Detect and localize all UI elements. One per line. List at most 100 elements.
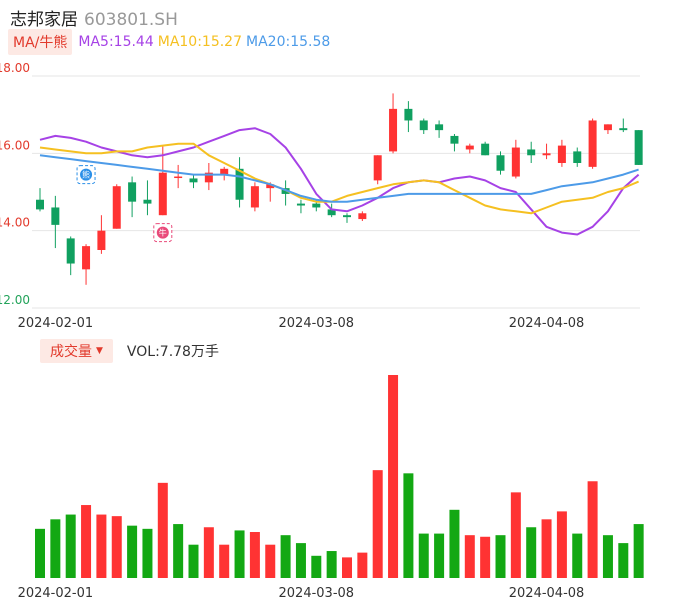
- volume-bar: [372, 470, 383, 578]
- candlestick: [97, 215, 106, 254]
- candle-body: [174, 176, 183, 179]
- volume-x-axis-date-label: 2024-03-08: [279, 586, 355, 601]
- ma-legend-bar: MA/牛熊 MA5:15.44 MA10:15.27 MA20:15.58: [8, 29, 334, 55]
- candlestick: [66, 236, 75, 276]
- candlestick: [465, 143, 474, 154]
- volume-bar: [219, 544, 230, 578]
- ma5-legend: MA5:15.44: [78, 34, 154, 50]
- candlestick: [250, 182, 259, 212]
- candlestick: [82, 244, 91, 285]
- candlestick: [174, 164, 183, 189]
- candle-body: [343, 215, 351, 218]
- caret-down-icon: ▼: [96, 346, 103, 356]
- candle-body: [220, 168, 229, 175]
- candle-body: [557, 145, 566, 163]
- candlestick: [389, 93, 398, 154]
- volume-bar: [280, 535, 291, 578]
- candle-body: [296, 203, 305, 206]
- ma-indicator-toggle[interactable]: MA/牛熊: [8, 29, 73, 55]
- bull-marker-icon[interactable]: 牛: [153, 223, 173, 243]
- candlestick: [204, 163, 213, 191]
- candlestick: [343, 213, 351, 223]
- volume-indicator-dropdown[interactable]: 成交量 ▼: [40, 339, 113, 363]
- volume-bar: [203, 527, 214, 578]
- candle-body: [404, 108, 413, 121]
- volume-bar: [142, 528, 153, 578]
- candle-body: [527, 149, 536, 156]
- bull-marker-icon-badge: [156, 226, 169, 239]
- volume-bar: [510, 492, 521, 578]
- candle-body: [66, 238, 75, 264]
- candle-body: [634, 130, 643, 165]
- volume-bar: [418, 533, 429, 578]
- candlestick: [435, 120, 444, 138]
- ma10-line: [39, 142, 639, 215]
- candle-body: [97, 230, 106, 250]
- y-tick-label: 12.00: [0, 293, 30, 307]
- candlestick: [588, 118, 597, 169]
- y-tick-label: 18.00: [0, 61, 30, 75]
- candle-body: [435, 124, 444, 131]
- candle-body: [496, 155, 505, 171]
- x-axis-date-label: 2024-03-08: [279, 316, 355, 331]
- ma5-line: [39, 127, 640, 236]
- volume-bar: [434, 533, 445, 578]
- candle-body: [465, 145, 474, 150]
- candlestick: [573, 147, 582, 167]
- volume-bar: [173, 524, 184, 578]
- volume-bar: [357, 552, 368, 578]
- candle-body: [450, 135, 459, 144]
- volume-bar: [572, 533, 583, 578]
- volume-bar: [633, 524, 644, 578]
- candle-body: [112, 186, 121, 229]
- candle-body: [327, 209, 336, 216]
- candle-body: [128, 182, 137, 202]
- candlestick: [158, 145, 167, 216]
- volume-bar: [618, 543, 629, 578]
- candle-body: [419, 120, 428, 131]
- volume-x-axis-date-label: 2024-02-01: [18, 586, 94, 601]
- candle-body: [189, 178, 198, 183]
- volume-value: VOL:7.78万手: [126, 344, 219, 360]
- candlestick: [542, 143, 551, 160]
- volume-legend-bar: 成交量 ▼ VOL:7.78万手: [40, 339, 219, 363]
- volume-bar: [480, 536, 491, 578]
- candle-body: [619, 128, 628, 131]
- candle-body: [588, 120, 597, 167]
- y-tick-label: 14.00: [0, 216, 30, 230]
- candlestick: [496, 151, 505, 175]
- candlestick: [36, 188, 44, 212]
- candle-body: [235, 168, 244, 200]
- bear-marker-icon-badge: [80, 168, 93, 181]
- ma20-legend: MA20:15.58: [246, 34, 331, 50]
- volume-bar: [342, 557, 352, 578]
- volume-x-axis-date-label: 2024-04-08: [509, 586, 585, 601]
- volume-bar: [111, 516, 122, 578]
- candlestick: [511, 139, 520, 179]
- volume-bar: [311, 555, 322, 578]
- volume-bar: [188, 544, 199, 578]
- volume-bar: [556, 511, 567, 578]
- volume-bar: [35, 528, 45, 578]
- volume-bar: [234, 530, 245, 578]
- candlestick: [634, 130, 643, 165]
- candle-body: [204, 172, 213, 183]
- candlestick: [112, 184, 121, 229]
- ma10-legend: MA10:15.27: [157, 34, 243, 50]
- candlestick: [557, 139, 566, 167]
- candle-body: [573, 151, 582, 163]
- candlestick: [373, 155, 382, 185]
- volume-bar: [249, 532, 260, 578]
- x-axis-date-label: 2024-04-08: [509, 316, 585, 331]
- volume-bar: [541, 519, 552, 578]
- candlestick: [51, 195, 60, 249]
- bull-marker-icon-label: 牛: [159, 228, 167, 238]
- volume-bar: [65, 514, 76, 578]
- candle-body: [373, 155, 382, 181]
- candlestick: [481, 141, 490, 156]
- candle-body: [158, 172, 167, 216]
- candle-body: [250, 186, 259, 208]
- volume-bar: [157, 482, 168, 578]
- bear-marker-icon[interactable]: 熊: [76, 165, 96, 185]
